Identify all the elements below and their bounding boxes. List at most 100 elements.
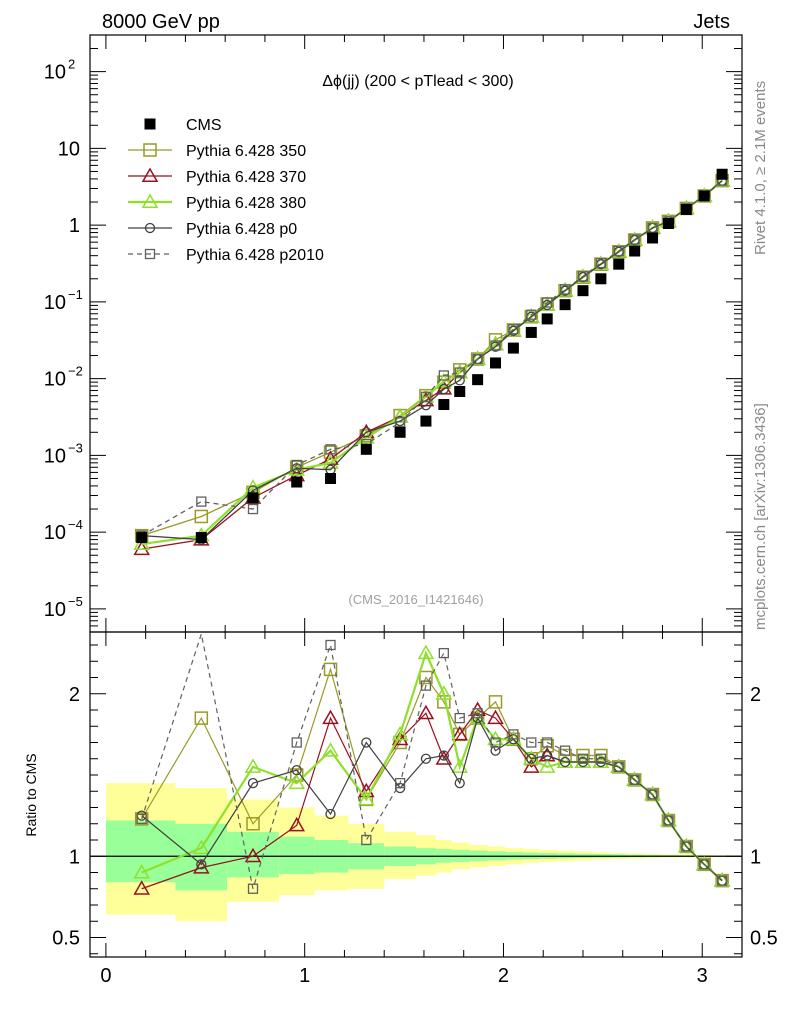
ratio-point-p0 [526,753,537,764]
ratio-point-p0 [291,764,302,776]
header-left: 8000 GeV pp [102,11,220,33]
data-point-p380 [538,296,556,312]
data-point-p380 [556,282,574,297]
data-point-p380 [469,350,486,366]
data-point-p2010 [247,503,259,515]
legend-label-p370: Pythia 6.428 370 [186,169,306,186]
ratio-point-p380 [244,758,262,773]
ratio-point-p370 [133,880,150,895]
legend-label-p0: Pythia 6.428 p0 [186,221,297,238]
y-tick-exponent: −4 [68,517,83,532]
ratio-point-p2010 [647,789,658,800]
legend-marker-p0 [144,222,156,234]
ratio-tick-label-left: 0.5 [52,928,80,950]
data-point-p2010 [542,297,553,308]
plot-title: Δϕ(jj) (200 < pTlead < 300) [322,73,513,90]
ratio-tick-label-left: 1 [69,846,80,868]
data-point-p380 [626,231,643,247]
data-point-cms [195,532,207,544]
ratio-point-p2010 [325,639,336,651]
ratio-axis-label: Ratio to CMS [23,753,39,836]
data-point-p370 [133,540,150,556]
mcplots-label: mcplots.cern.ch [arXiv:1306.3436] [752,403,769,630]
ratio-point-p380 [417,644,435,660]
ratio-point-p2010 [291,737,302,748]
data-point-cms [698,190,710,202]
series-line-p2010 [141,180,723,537]
ratio-point-p0 [542,750,553,761]
data-point-p2010 [613,245,624,257]
ratio-point-p2010 [663,815,674,826]
ratio-point-p380 [538,758,556,773]
data-point-p2010 [647,222,658,234]
data-point-cms [394,426,406,438]
x-tick-label: 0 [100,965,111,987]
data-point-cms [577,285,589,297]
ratio-point-p350 [540,739,554,753]
ratio-point-p380 [695,855,713,871]
data-point-p2010 [629,234,640,245]
ratio-point-p2010 [716,875,728,886]
data-point-cms [595,273,607,285]
y-tick-label: 10 [44,292,66,314]
ratio-point-p380 [451,758,469,773]
ratio-point-p2010 [454,712,465,724]
ratio-point-p370 [288,816,306,832]
ratio-point-p0 [196,859,207,870]
data-point-cms [360,443,372,455]
ratio-point-p380 [713,872,731,887]
ratio-point-p380 [644,785,661,801]
data-point-p2010 [490,340,501,351]
data-point-cms [291,476,303,488]
y-tick-label: 10 [44,522,66,544]
y-tick-exponent: −1 [68,287,83,302]
ratio-tick-label-left: 2 [69,684,80,706]
y-tick-label: 10 [44,369,66,391]
data-point-p350 [194,509,209,524]
ratio-point-p380 [391,725,409,741]
ratio-point-p0 [454,777,465,789]
ratio-point-p2010 [247,883,259,894]
ratio-point-p380 [193,839,210,855]
ratio-panel [133,631,731,895]
ratio-point-p0 [438,750,449,761]
data-point-p2010 [438,370,449,381]
data-point-cms [454,385,466,397]
ratio-point-p0 [490,745,501,756]
ratio-frame [89,631,743,958]
ratio-point-p380 [133,863,150,879]
analysis-watermark: (CMS_2016_I1421646) [348,592,483,607]
data-point-p380 [322,454,339,469]
ratio-point-p2010 [361,834,372,846]
ratio-point-p0 [361,737,372,748]
data-point-p2010 [291,459,302,471]
y-tick-exponent: −5 [68,594,83,609]
ratio-point-p2010 [136,813,147,825]
legend-marker-p350 [143,143,157,157]
y-tick-exponent: 2 [68,57,75,72]
data-point-p370 [322,450,339,465]
ratio-point-p2010 [629,774,640,786]
ratio-point-p380 [660,811,677,827]
ratio-point-p350 [488,695,503,709]
ratio-point-p2010 [595,753,607,764]
data-point-cms [472,374,484,386]
data-point-p2010 [325,444,336,455]
series-line-p0 [141,180,723,541]
data-point-cms [507,342,519,354]
data-point-p2010 [577,271,589,282]
y-tick-exponent: −2 [68,364,83,379]
y-tick-label: 10 [44,62,66,84]
data-point-p380 [417,388,435,403]
ratio-point-p2010 [420,680,432,691]
data-point-cms [490,357,502,369]
ratio-tick-label-right: 2 [750,684,761,706]
data-point-p2010 [508,324,519,335]
ratio-point-p2010 [681,841,692,852]
data-point-cms [716,168,728,180]
data-point-p2010 [472,353,483,365]
data-point-p380 [592,255,610,271]
data-point-p380 [523,308,540,323]
ratio-point-p370 [451,725,469,741]
